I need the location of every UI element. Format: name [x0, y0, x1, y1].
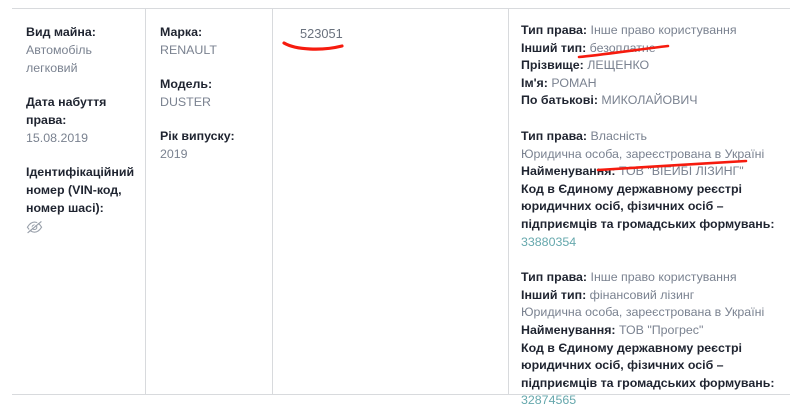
right-type-value: Власність: [590, 128, 648, 143]
property-kind-value: Автомобіль легковий: [26, 43, 92, 75]
firstname-row: Ім'я: РОМАН: [521, 75, 776, 93]
edrpou-value-row: 32874565: [521, 392, 776, 407]
right-type-value: Інше право користування: [590, 270, 737, 285]
other-type-row: Інший тип: безоплатне: [521, 40, 776, 58]
patronymic-label: По батькові:: [521, 93, 602, 108]
right-block: Тип права: Інше право користування Інший…: [521, 22, 776, 110]
edrpou-label: Код в Єдиному державному реєстрі юридичн…: [521, 181, 775, 231]
field-make: Марка: RENAULT: [160, 23, 258, 59]
property-table: Вид майна: Автомобіль легковий Дата набу…: [12, 8, 790, 407]
entity-name-row: Найменування: ТОВ "ВІЕЙБІ ЛІЗИНГ": [521, 163, 776, 181]
surname-row: Прізвище: ЛЕЩЕНКО: [521, 57, 776, 75]
other-type-value: безоплатне: [589, 40, 656, 55]
year-value: 2019: [160, 147, 188, 161]
other-type-label: Інший тип:: [521, 287, 590, 302]
firstname-label: Ім'я:: [521, 75, 552, 90]
entity-row: Юридична особа, зареєстрована в Україні: [521, 146, 776, 164]
patronymic-value: МИКОЛАЙОВИЧ: [601, 93, 698, 108]
field-property-kind: Вид майна: Автомобіль легковий: [26, 23, 131, 77]
right-type-row: Тип права: Інше право користування: [521, 269, 776, 287]
firstname-value: РОМАН: [551, 75, 597, 90]
entity-name-row: Найменування: ТОВ "Прогрес": [521, 322, 776, 340]
right-block: Тип права: Власність Юридична особа, зар…: [521, 128, 776, 251]
edrpou-value: 33880354: [521, 234, 577, 249]
edrpou-value-row: 33880354: [521, 234, 776, 252]
entity-row: Юридична особа, зареєстрована в Україні: [521, 304, 776, 322]
other-type-label: Інший тип:: [521, 40, 590, 55]
entity-name-value: ТОВ "ВІЕЙБІ ЛІЗИНГ": [619, 164, 744, 179]
registration-number-value: 523051: [300, 26, 343, 41]
vin-label: Ідентифікаційний номер (VIN-код, номер ш…: [26, 165, 135, 215]
edrpou-row: Код в Єдиному державному реєстрі юридичн…: [521, 340, 776, 393]
table-cell-rights: Тип права: Інше право користування Інший…: [508, 9, 790, 407]
edrpou-label: Код в Єдиному державному реєстрі юридичн…: [521, 340, 775, 390]
year-label: Рік випуску:: [160, 129, 235, 143]
edrpou-value: 32874565: [521, 393, 577, 407]
surname-label: Прізвище:: [521, 58, 588, 73]
model-label: Модель:: [160, 77, 213, 91]
acquisition-date-value: 15.08.2019: [26, 131, 89, 145]
field-vin: Ідентифікаційний номер (VIN-код, номер ш…: [26, 163, 135, 239]
entity-value: Юридична особа, зареєстрована в Україні: [521, 305, 765, 320]
property-kind-label: Вид майна:: [26, 25, 96, 39]
right-type-row: Тип права: Інше право користування: [521, 22, 776, 40]
right-type-row: Тип права: Власність: [521, 128, 776, 146]
table-cell-vehicle: Марка: RENAULT Модель: DUSTER Рік випуск…: [145, 9, 272, 394]
acquisition-date-label: Дата набуття права:: [26, 95, 107, 127]
entity-value: Юридична особа, зареєстрована в Україні: [521, 146, 765, 161]
entity-name-label: Найменування:: [521, 164, 619, 179]
field-acquisition-date: Дата набуття права: 15.08.2019: [26, 93, 131, 147]
table-cell-property-type: Вид майна: Автомобіль легковий Дата набу…: [12, 9, 145, 394]
surname-value: ЛЕЩЕНКО: [587, 58, 650, 73]
right-type-label: Тип права:: [521, 23, 591, 37]
field-year: Рік випуску: 2019: [160, 127, 258, 163]
make-value: RENAULT: [160, 43, 217, 57]
field-model: Модель: DUSTER: [160, 75, 258, 111]
entity-name-value: ТОВ "Прогрес": [619, 322, 704, 337]
other-type-value: фінансовий лізинг: [589, 287, 695, 302]
model-value: DUSTER: [160, 95, 211, 109]
right-type-value: Інше право користування: [590, 23, 737, 37]
patronymic-row: По батькові: МИКОЛАЙОВИЧ: [521, 92, 776, 110]
entity-name-label: Найменування:: [521, 322, 619, 337]
make-label: Марка:: [160, 25, 203, 39]
right-block: Тип права: Інше право користування Інший…: [521, 269, 776, 407]
edrpou-row: Код в Єдиному державному реєстрі юридичн…: [521, 181, 776, 234]
other-type-row: Інший тип: фінансовий лізинг: [521, 287, 776, 305]
eye-off-icon: [26, 219, 43, 234]
table-cell-number: 523051: [272, 9, 508, 394]
right-type-label: Тип права:: [521, 128, 591, 143]
right-type-label: Тип права:: [521, 270, 591, 285]
